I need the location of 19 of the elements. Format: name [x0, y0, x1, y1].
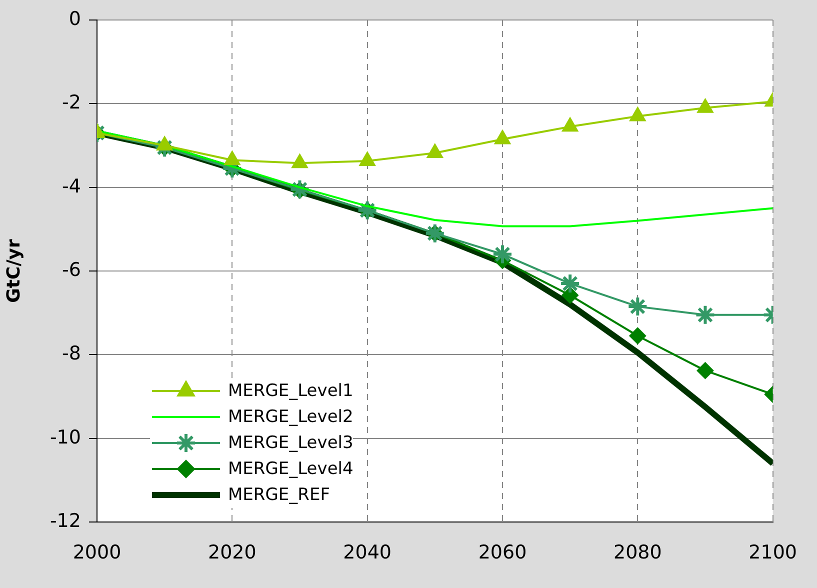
legend-label: MERGE_Level4 — [228, 458, 354, 481]
legend-label: MERGE_REF — [228, 484, 330, 507]
x-tick-label: 2020 — [208, 541, 256, 564]
y-tick-label: 0 — [68, 8, 81, 30]
x-tick-label: 2060 — [478, 541, 527, 564]
y-tick-label: -2 — [62, 92, 81, 114]
legend-label: MERGE_Level3 — [228, 432, 354, 455]
y-tick-label: -10 — [50, 426, 81, 448]
x-tick-label: 2100 — [748, 541, 798, 564]
y-tick-label: -6 — [62, 258, 81, 281]
legend-label: MERGE_Level2 — [228, 406, 354, 429]
y-tick-label: -4 — [62, 175, 81, 198]
y-tick-label: -8 — [62, 342, 81, 365]
y-tick-label: -12 — [50, 510, 81, 532]
legend-label: MERGE_Level1 — [228, 380, 354, 403]
y-axis-title: GtC/yr — [3, 238, 24, 303]
x-tick-label: 2000 — [72, 541, 122, 564]
x-tick-label: 2080 — [613, 541, 662, 564]
x-tick-label: 2040 — [343, 541, 392, 564]
